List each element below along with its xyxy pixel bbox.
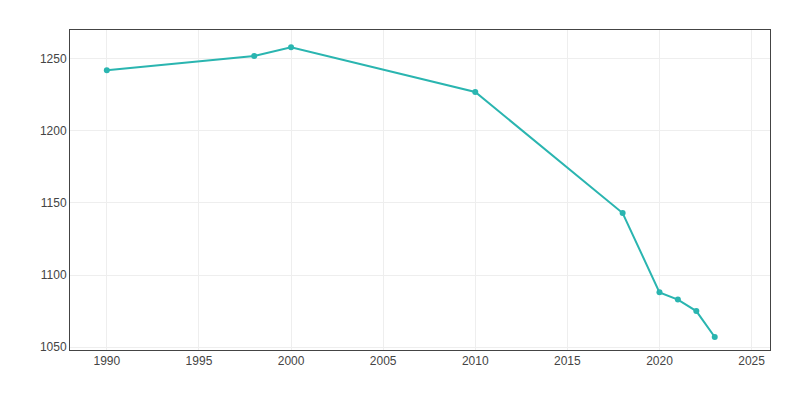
svg-text:1995: 1995 xyxy=(186,354,213,368)
svg-text:2015: 2015 xyxy=(554,354,581,368)
svg-text:2005: 2005 xyxy=(370,354,397,368)
svg-text:1200: 1200 xyxy=(40,124,67,138)
svg-text:1250: 1250 xyxy=(40,52,67,66)
svg-text:2000: 2000 xyxy=(278,354,305,368)
svg-text:1990: 1990 xyxy=(93,354,120,368)
svg-text:2010: 2010 xyxy=(462,354,489,368)
svg-text:2020: 2020 xyxy=(646,354,673,368)
svg-text:1100: 1100 xyxy=(41,268,67,282)
svg-text:1050: 1050 xyxy=(40,340,67,354)
svg-text:2025: 2025 xyxy=(738,354,765,368)
svg-text:1150: 1150 xyxy=(41,196,67,210)
